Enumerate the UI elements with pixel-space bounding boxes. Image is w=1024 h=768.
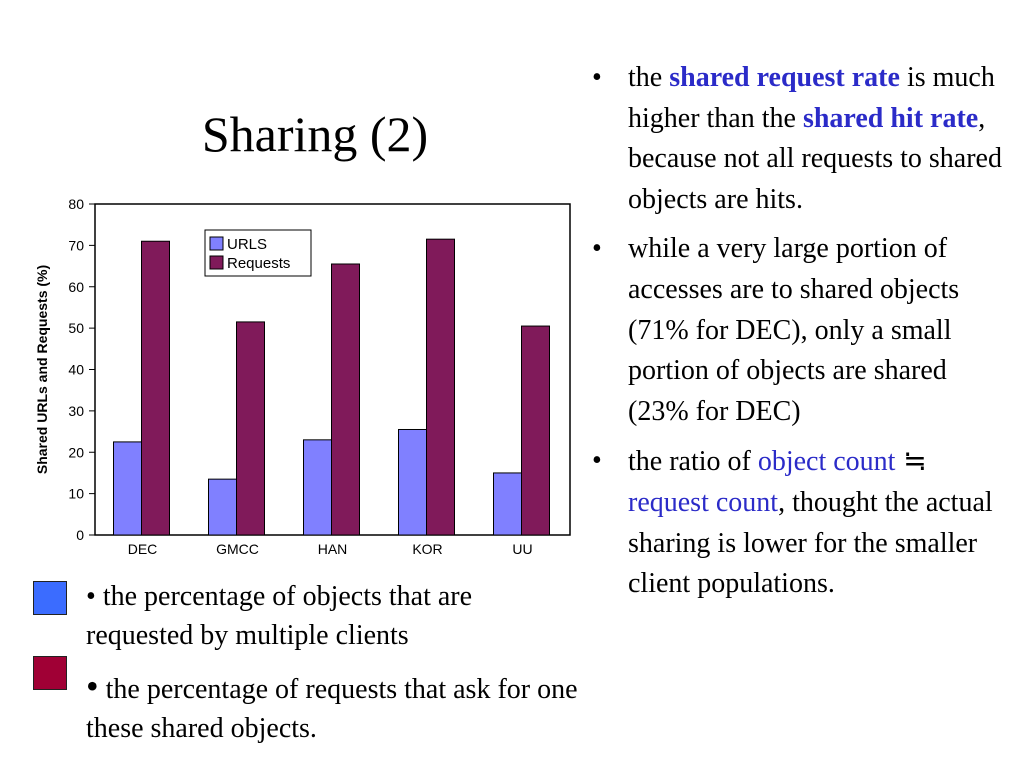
x-tick-label: KOR [412,541,442,557]
x-tick-label: DEC [128,541,158,557]
legend-swatch-requests [209,255,224,270]
bullet-dot: • [592,233,602,265]
highlight-shared-hit-rate: shared hit rate [802,102,979,134]
slide-title: Sharing (2) [201,106,429,162]
y-tick-label: 70 [68,237,84,253]
red-color-swatch [33,656,67,690]
legend-note-objects: • the percentage of objects that are req… [86,577,586,655]
bar-urls-kor [398,428,427,536]
bullet-item-shared-request-rate: • the shared request rate is much higher… [586,58,1006,220]
legend-swatch-urls [209,236,224,251]
highlight-object-count: object count [757,446,896,478]
bullet-item-accesses: • while a very large portion of accesses… [586,229,1006,432]
bar-requests-dec [141,240,170,536]
bar-requests-kor [426,238,455,536]
bar-requests-gmcc [236,321,265,536]
bullet-text: while a very large portion of accesses a… [628,233,960,427]
y-tick-label: 60 [68,279,84,295]
bullet-dot: • [592,62,602,93]
bar-requests-han [331,263,360,536]
y-tick-label: 30 [68,403,84,419]
bullet-text: the ratio of [628,446,758,478]
legend-note-requests: • the percentage of requests that ask fo… [86,667,586,748]
y-tick-label: 40 [68,362,84,378]
legend-note-text: the percentage of requests that ask for … [86,674,578,744]
bullet-item-ratio: • the ratio of object count ≒ request co… [586,441,1006,604]
y-tick-label: 10 [68,486,84,502]
approx-equal-symbol: ≒ [895,445,927,477]
y-tick-label: 20 [68,444,84,460]
legend-note-bullet: • [86,666,99,706]
bullet-list: • the shared request rate is much higher… [586,58,1006,614]
legend-label-requests: Requests [227,255,290,272]
legend-note-bullet: • [86,581,96,612]
x-tick-label: UU [512,541,532,557]
y-tick-label: 80 [68,196,84,212]
bar-urls-uu [493,472,522,536]
highlight-shared-request-rate: shared request rate [669,62,900,93]
blue-color-swatch [33,581,67,615]
bullet-text: the [628,62,670,93]
y-axis-label: Shared URLs and Requests (%) [34,265,50,474]
bullet-text: , thought the actual sharing is lower fo… [628,486,993,600]
x-tick-label: GMCC [216,541,259,557]
bar-urls-han [303,439,332,536]
bar-urls-gmcc [208,478,237,536]
bar-requests-uu [521,325,550,536]
bar-urls-dec [113,441,142,536]
legend-label-urls: URLS [227,236,267,253]
bullet-dot: • [592,445,602,477]
legend-note-text: the percentage of objects that are reque… [86,581,473,651]
x-tick-label: HAN [318,541,348,557]
y-tick-label: 0 [76,527,84,543]
bullet-text: is much higher than the [628,62,995,134]
bar-chart: 0 10 20 30 40 50 60 70 80 Shared URLs and Request… [34,196,571,557]
highlight-request-count: request count [628,486,779,518]
bullet-text: , because not all requests to shared obj… [628,102,1002,215]
y-tick-label: 50 [68,320,84,336]
